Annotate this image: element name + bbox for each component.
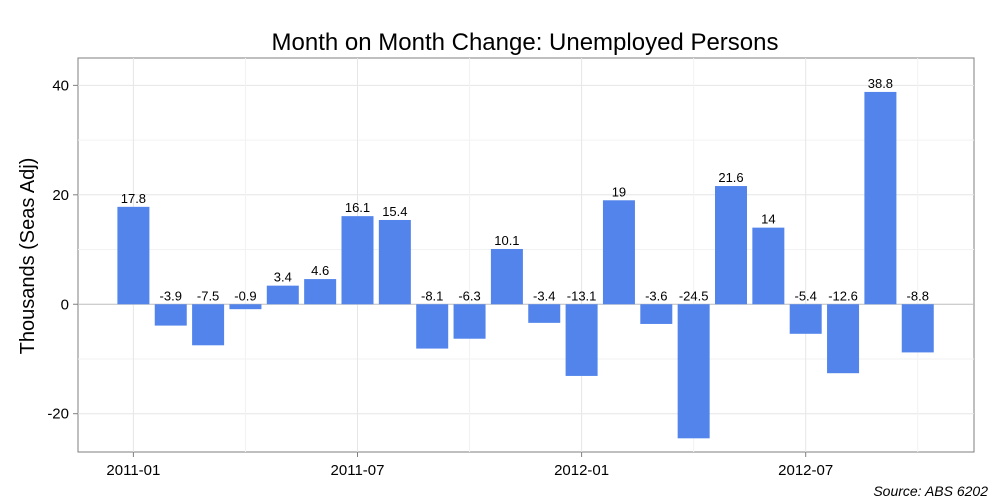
bar [715, 186, 747, 305]
data-label: 14 [761, 212, 775, 227]
x-tick-label: 2011-01 [106, 462, 160, 479]
data-labels: 17.8 -3.9 -7.5 -0.9 3.4 4.6 16.1 15.4 -8.1 -6.3 10… [121, 76, 929, 303]
data-label: -13.1 [567, 288, 597, 303]
bar [901, 304, 934, 353]
data-label: 19 [612, 184, 626, 199]
bar [192, 304, 225, 346]
x-tick-label: 2012-07 [778, 462, 833, 479]
y-tick-label: 20 [52, 187, 69, 204]
bar [752, 227, 785, 305]
x-tick-label: 2012-01 [554, 462, 609, 479]
data-label: -7.5 [197, 288, 219, 303]
x-tick-label: 2011-07 [331, 462, 385, 479]
bar [602, 200, 635, 305]
bar [827, 304, 860, 374]
data-label: -12.6 [828, 288, 858, 303]
data-label: -3.6 [645, 288, 667, 303]
y-axis-label: Thousands (Seas Adj) [17, 158, 39, 355]
data-label: 10.1 [494, 233, 519, 248]
y-tick-label: 40 [52, 77, 69, 94]
data-label: 16.1 [345, 200, 370, 215]
bar [117, 206, 150, 305]
bar [677, 304, 710, 439]
bar [304, 279, 337, 305]
data-label: 21.6 [718, 170, 743, 185]
data-label: 17.8 [121, 191, 146, 206]
grid-lines [78, 58, 974, 452]
bar [416, 304, 449, 349]
data-label: -3.4 [533, 288, 555, 303]
data-label: -24.5 [679, 288, 709, 303]
y-tick-label: -20 [47, 406, 69, 423]
data-label: 15.4 [382, 204, 407, 219]
bar [453, 304, 486, 339]
y-axis-ticks: -20 0 20 40 [47, 77, 78, 423]
x-axis-ticks: 2011-01 2011-07 2012-01 2012-07 [106, 452, 833, 479]
data-label: 3.4 [274, 270, 292, 285]
data-label: -0.9 [234, 288, 256, 303]
data-label: -8.1 [421, 288, 443, 303]
bar [864, 91, 897, 305]
bar [640, 304, 673, 324]
bar [154, 304, 187, 326]
bar [789, 304, 822, 334]
data-label: 4.6 [311, 263, 329, 278]
bar [341, 216, 374, 305]
bar [565, 304, 598, 376]
data-label: -8.8 [907, 288, 929, 303]
data-label: -5.4 [794, 288, 816, 303]
source-note: Source: ABS 6202 [873, 483, 988, 499]
plot-area [77, 57, 975, 453]
data-label: -3.9 [160, 288, 182, 303]
chart-title: Month on Month Change: Unemployed Person… [272, 29, 779, 56]
bar [378, 219, 411, 305]
bars [117, 91, 934, 439]
bar [528, 304, 561, 323]
bar [229, 304, 262, 310]
bar [266, 285, 299, 305]
y-tick-label: 0 [61, 296, 69, 313]
data-label: 38.8 [868, 76, 893, 91]
data-label: -6.3 [458, 288, 480, 303]
bar [490, 248, 523, 305]
